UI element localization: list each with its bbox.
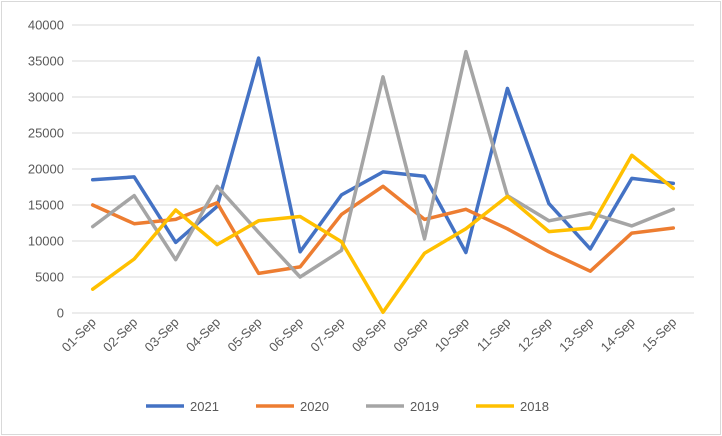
y-tick-label: 0 [57,306,64,321]
y-tick-label: 35000 [28,54,64,69]
x-tick-label: 03-Sep [142,315,182,355]
x-tick-label: 09-Sep [390,315,430,355]
x-tick-label: 04-Sep [183,315,223,355]
series-line-2021 [90,56,676,255]
legend: 2021 2020 2019 2018 [146,399,549,414]
x-axis-tick-labels: 01-Sep 02-Sep 03-Sep 04-Sep 05-Sep 06-Sep 07-S… [59,315,680,355]
x-tick-label: 01-Sep [59,315,99,355]
legend-label: 2021 [190,399,219,414]
x-tick-label: 15-Sep [639,315,679,355]
y-tick-label: 10000 [28,234,64,249]
x-tick-label: 06-Sep [266,315,306,355]
legend-item-2021: 2021 [146,399,219,414]
legend-item-2020: 2020 [256,399,329,414]
x-tick-label: 10-Sep [432,315,472,355]
y-tick-label: 40000 [28,18,64,33]
series-lines [90,49,676,315]
y-tick-label: 5000 [35,270,64,285]
x-tick-label: 08-Sep [349,315,389,355]
x-tick-label: 05-Sep [224,315,264,355]
x-tick-label: 11-Sep [474,315,514,355]
legend-item-2018: 2018 [476,399,549,414]
legend-label: 2019 [410,399,439,414]
x-tick-label: 14-Sep [598,315,638,355]
y-tick-label: 20000 [28,162,64,177]
legend-item-2019: 2019 [366,399,439,414]
y-tick-label: 30000 [28,90,64,105]
x-tick-label: 02-Sep [100,315,140,355]
series-line-2018 [90,153,676,315]
y-tick-label: 15000 [28,198,64,213]
series-line-2019 [90,49,676,279]
y-tick-label: 25000 [28,126,64,141]
legend-label: 2018 [520,399,549,414]
x-tick-label: 07-Sep [307,315,347,355]
y-axis-tick-labels: 0 5000 10000 15000 20000 25000 30000 35000 40000 [28,18,64,321]
legend-label: 2020 [300,399,329,414]
x-tick-label: 12-Sep [515,315,555,355]
gridlines [72,24,694,314]
x-tick-label: 13-Sep [556,315,596,355]
series-line-2020 [90,184,676,276]
